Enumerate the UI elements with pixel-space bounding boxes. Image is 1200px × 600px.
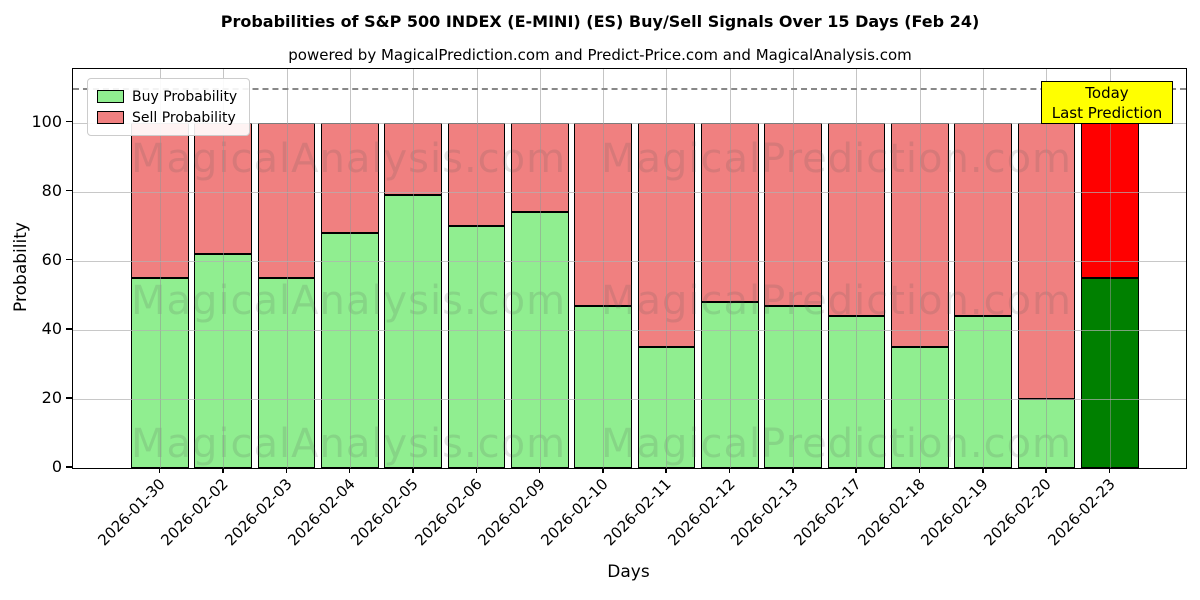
dashed-threshold-line — [73, 88, 1186, 90]
legend-swatch-buy — [97, 90, 124, 103]
watermark-text: MagicalAnalysis.com — [131, 136, 567, 182]
x-gridline — [539, 69, 541, 468]
y-tick-label: 40 — [41, 318, 62, 338]
x-tick-mark — [158, 467, 161, 473]
x-gridline — [349, 69, 351, 468]
x-tick-mark — [982, 467, 984, 473]
x-tick-mark — [348, 467, 351, 473]
annotation-line1: Today — [1085, 84, 1129, 102]
y-gridline — [73, 329, 1186, 331]
bar-segment-sell — [1017, 122, 1076, 399]
bar-segment-buy — [574, 305, 632, 468]
x-gridline — [413, 69, 415, 468]
watermark-text: MagicalPrediction.com — [601, 421, 1072, 467]
bar-segment-sell — [574, 122, 632, 306]
y-tick-mark — [66, 466, 72, 468]
x-gridline — [476, 69, 478, 468]
bar-segment-buy — [1080, 278, 1139, 468]
today-annotation: Today Last Prediction — [1041, 81, 1173, 124]
y-gridline — [73, 260, 1186, 262]
y-tick-mark — [66, 258, 72, 261]
legend-label-sell: Sell Probability — [132, 109, 236, 126]
bar-segment-buy — [510, 212, 569, 468]
bar-segment-sell — [637, 122, 696, 348]
y-gridline — [73, 191, 1186, 193]
y-tick-label: 100 — [31, 111, 62, 131]
x-tick-mark — [602, 467, 604, 473]
x-tick-mark — [665, 467, 667, 473]
x-tick-mark — [475, 467, 477, 473]
x-tick-mark — [728, 467, 731, 473]
legend-item-sell: Sell Probability — [97, 107, 237, 128]
bar-segment-sell — [447, 122, 506, 227]
x-tick-mark — [918, 467, 921, 473]
legend: Buy Probability Sell Probability — [87, 78, 251, 136]
x-tick-mark — [412, 467, 414, 473]
y-gridline — [73, 398, 1186, 400]
x-gridline — [666, 69, 668, 468]
bar-segment-sell — [510, 122, 569, 213]
x-gridline — [983, 69, 985, 468]
x-tick-mark — [1108, 467, 1111, 473]
x-gridline — [603, 69, 605, 468]
y-tick-mark — [66, 120, 72, 123]
x-gridline — [1109, 69, 1111, 468]
bar-segment-buy — [637, 347, 696, 468]
watermark-text: MagicalAnalysis.com — [131, 278, 567, 324]
x-gridline — [1046, 69, 1048, 468]
y-tick-mark — [66, 328, 72, 330]
y-tick-label: 0 — [51, 457, 62, 476]
y-tick-label: 20 — [41, 387, 62, 407]
x-tick-mark — [855, 467, 857, 473]
y-gridline — [73, 122, 1186, 124]
y-tick-mark — [66, 397, 72, 399]
x-tick-mark — [222, 467, 224, 473]
annotation-line2: Last Prediction — [1051, 104, 1163, 122]
y-tick-label: 80 — [41, 180, 62, 200]
x-gridline — [729, 69, 731, 468]
x-gridline — [286, 69, 288, 468]
watermark-text: MagicalPrediction.com — [601, 136, 1072, 182]
watermark-text: MagicalAnalysis.com — [131, 421, 567, 467]
y-tick-mark — [66, 189, 72, 192]
x-gridline — [856, 69, 858, 468]
legend-item-buy: Buy Probability — [97, 86, 237, 107]
bar-segment-buy — [1017, 398, 1076, 468]
y-tick-label: 60 — [41, 249, 62, 269]
x-gridline — [793, 69, 795, 468]
x-tick-mark — [538, 467, 541, 473]
x-tick-mark — [285, 467, 287, 473]
legend-swatch-sell — [97, 111, 124, 124]
x-axis-label: Days — [607, 562, 650, 582]
x-gridline — [919, 69, 921, 468]
x-tick-mark — [792, 467, 794, 473]
bar-segment-buy — [447, 226, 506, 468]
chart-subtitle: powered by MagicalPrediction.com and Pre… — [288, 46, 912, 64]
x-gridline — [223, 69, 225, 468]
bar-segment-sell — [1080, 122, 1139, 278]
x-gridline — [159, 69, 161, 468]
watermark-text: MagicalPrediction.com — [601, 278, 1072, 324]
chart-title: Probabilities of S&P 500 INDEX (E-MINI) … — [220, 12, 980, 31]
plot-area: MagicalAnalysis.com MagicalPrediction.com… — [72, 68, 1187, 469]
x-tick-mark — [1045, 467, 1047, 473]
legend-label-buy: Buy Probability — [132, 88, 238, 105]
